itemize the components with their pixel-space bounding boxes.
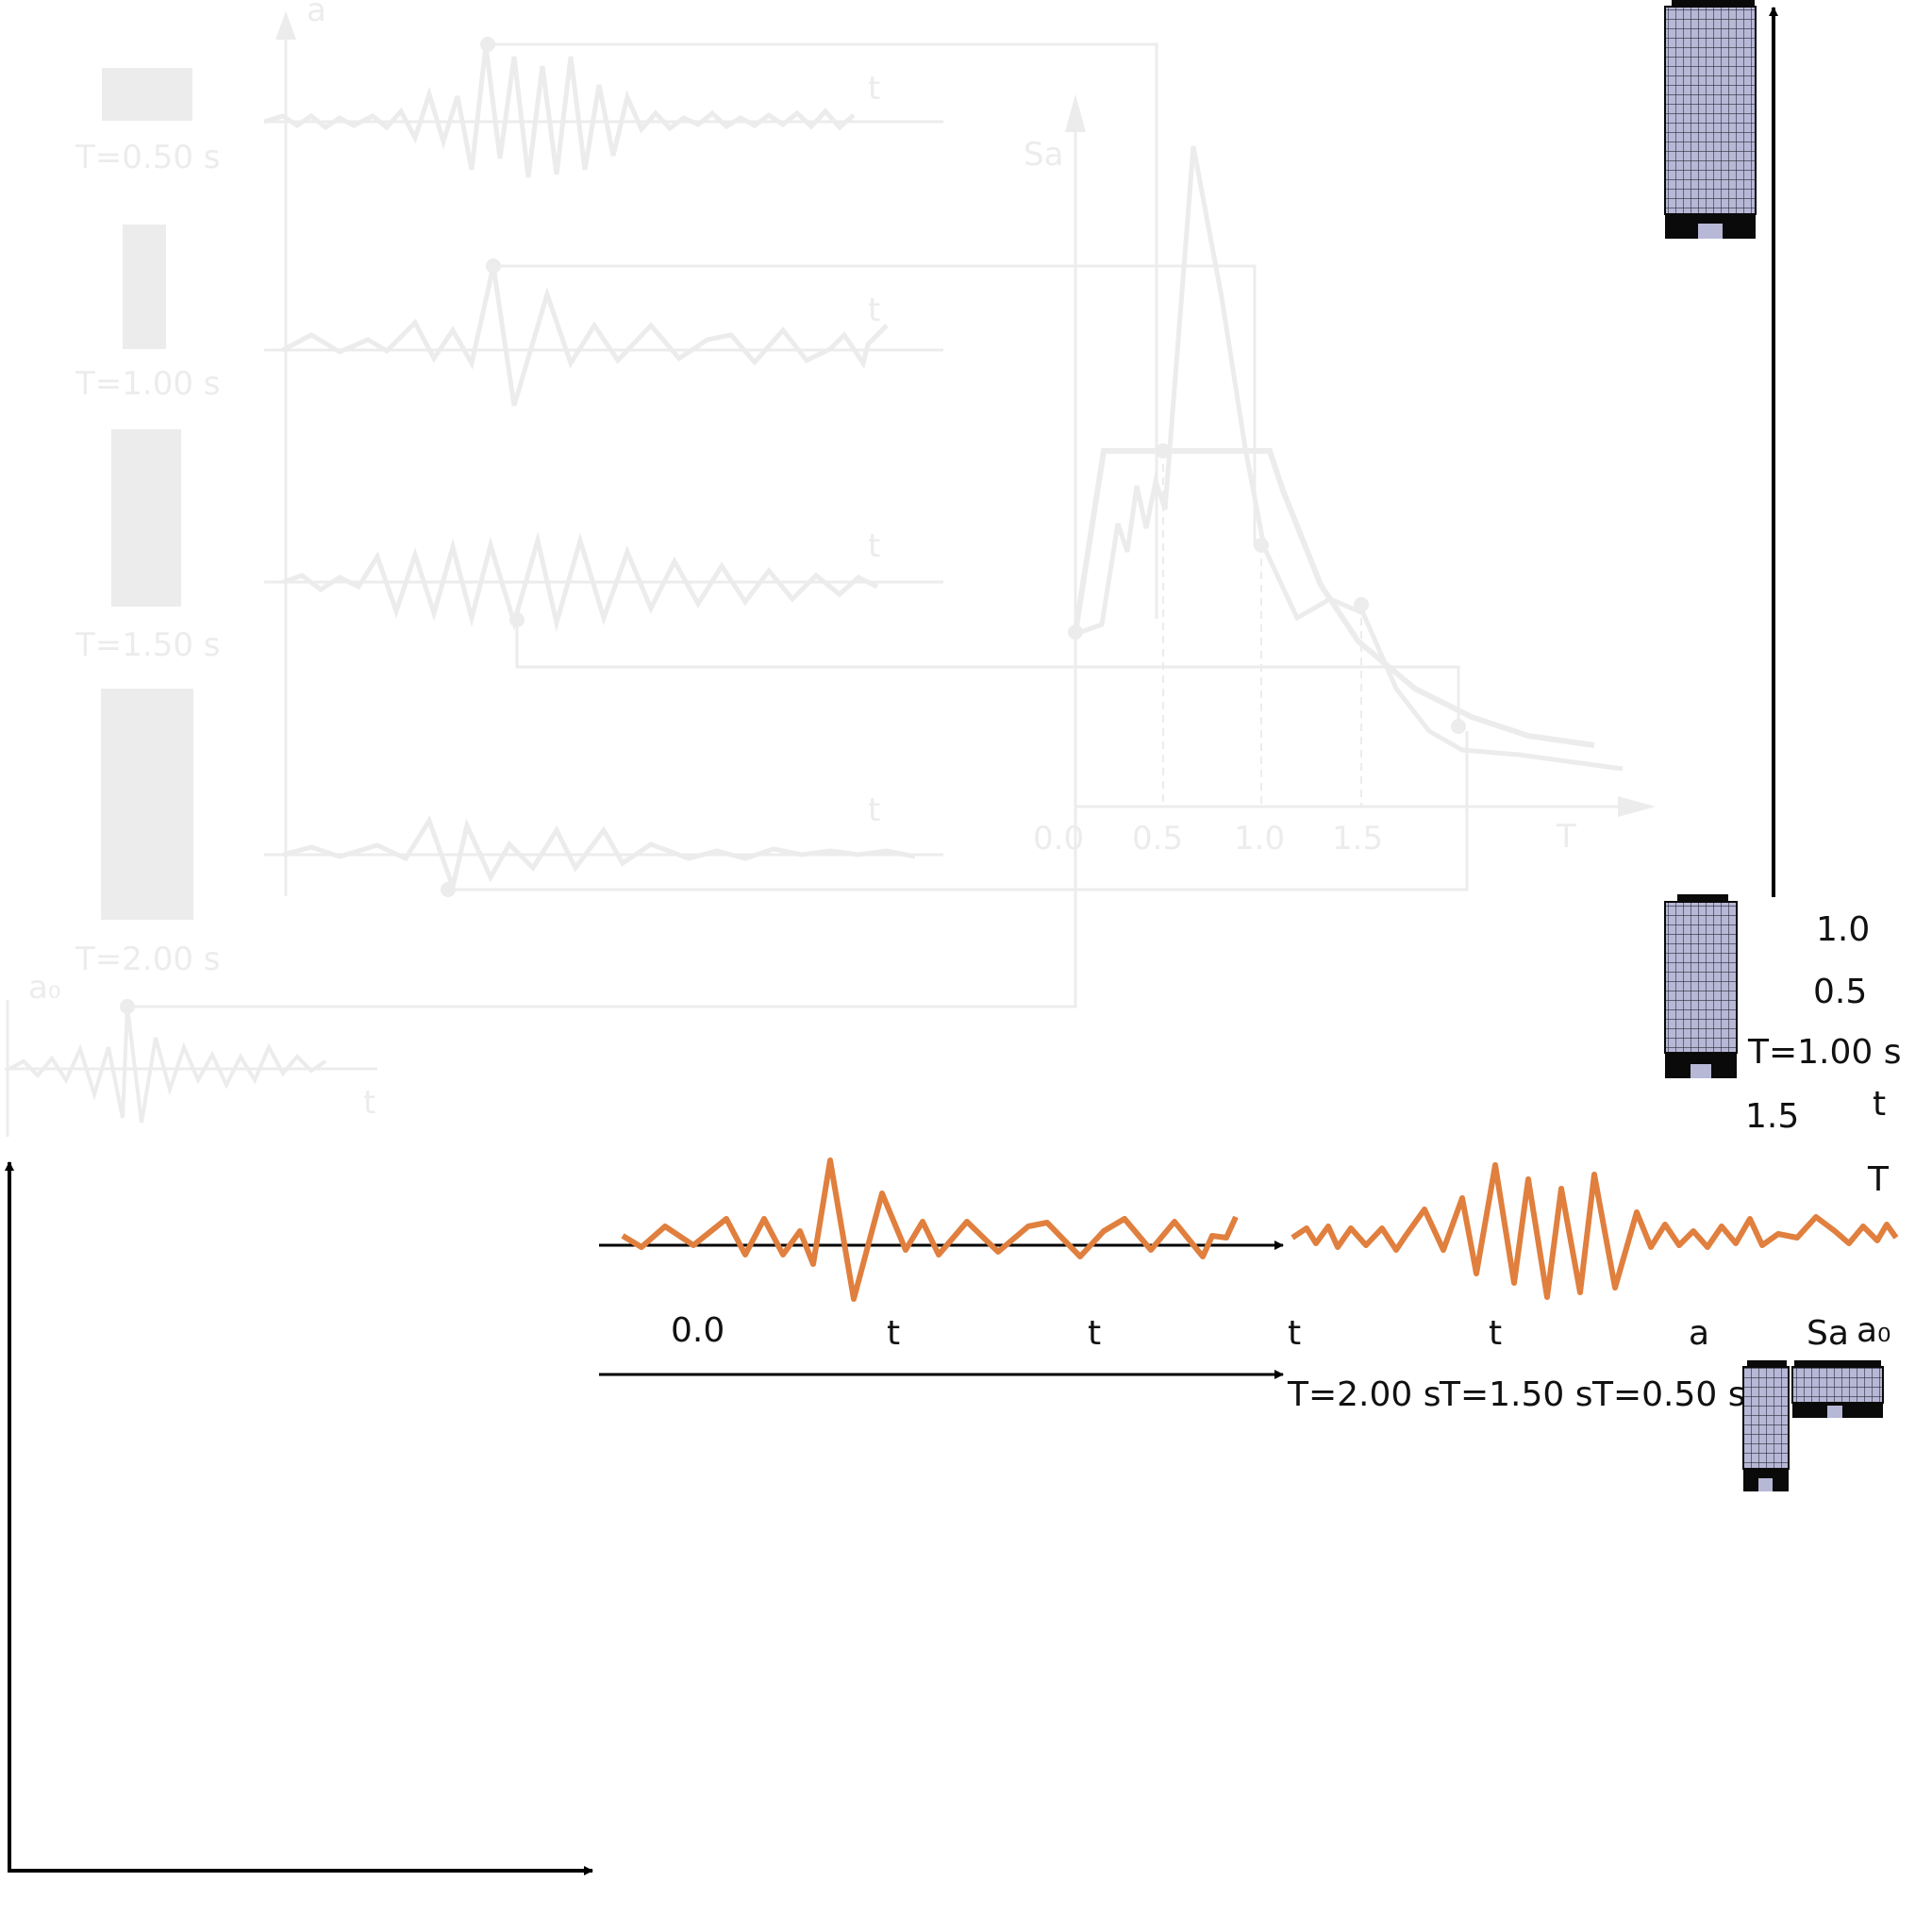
ghost-projection-3 <box>515 620 1460 726</box>
ghost-time-label-1: t <box>868 70 880 108</box>
ghost-spectrum-point-1 <box>1068 625 1083 640</box>
ghost-sa-axis-arrow <box>1065 94 1086 132</box>
ghost-design-spectrum <box>1073 448 1595 748</box>
t-label-right: t <box>1873 1085 1886 1124</box>
row-label-t4: t <box>1489 1314 1502 1353</box>
tick-label-1-5: 1.5 <box>1745 1097 1799 1136</box>
ghost-response-spectrum <box>1074 145 1624 772</box>
row-label-a: a <box>1689 1314 1709 1353</box>
ghost-ground-label: a₀ <box>28 969 60 1007</box>
ghost-tick-1-5: 1.5 <box>1332 820 1383 858</box>
period-label-1-00: T=1.00 s <box>1747 1033 1902 1072</box>
tick-label-0-5: 0.5 <box>1813 973 1867 1011</box>
ghost-time-label-4: t <box>868 791 880 829</box>
ghost-trace-2 <box>281 265 889 407</box>
building-icon <box>1664 0 1757 239</box>
ghost-sa-label: Sa <box>1024 136 1063 174</box>
ghost-period-label-4: T=2.00 s <box>75 941 220 978</box>
ghost-trace-4 <box>282 815 916 895</box>
ghost-projection-1 <box>488 42 1158 619</box>
ghost-T-label: T <box>1556 818 1576 856</box>
orange-trace-left <box>621 1158 1239 1302</box>
ghost-trace-3 <box>282 531 879 632</box>
ghost-tick-0-0: 0.0 <box>1033 820 1084 858</box>
ghost-period-axis-arrow <box>1618 796 1656 817</box>
orange-trace-right <box>1291 1162 1899 1300</box>
period-label-2-00: T=2.00 s <box>1287 1375 1441 1414</box>
row-label-t2: t <box>1088 1314 1101 1353</box>
ghost-acc-axis-arrow <box>275 11 296 40</box>
building-icon <box>1664 894 1738 1078</box>
ghost-period-label-3: T=1.50 s <box>75 626 220 664</box>
row-label-0-0: 0.0 <box>671 1311 724 1350</box>
ghost-projection-4 <box>448 731 1469 891</box>
ghost-tick-1-0: 1.0 <box>1234 820 1285 858</box>
row-label-t1: t <box>887 1314 900 1353</box>
ghost-text-group: a t t t t t T=0.50 s T=1.00 s T=1.50 s T… <box>28 0 1576 1122</box>
row-label-t3: t <box>1288 1314 1301 1353</box>
ghost-ground-projection <box>127 660 1077 1008</box>
building-icon <box>1791 1360 1884 1418</box>
label-group: 1.0 0.5 T=1.00 s t 1.5 T 0.0 t t t t a S… <box>671 910 1902 1414</box>
period-label-0-50: T=0.50 s <box>1591 1375 1746 1414</box>
tick-label-1-0: 1.0 <box>1816 910 1870 949</box>
T-axis-label: T <box>1867 1160 1890 1199</box>
ghost-building-3 <box>111 429 181 607</box>
ghost-period-label-1: T=0.50 s <box>75 139 220 176</box>
row-label-a0: a₀ <box>1857 1311 1891 1350</box>
ghost-spectrum-point-5 <box>1451 719 1466 734</box>
ghost-ground-motion <box>8 1006 327 1124</box>
ghost-tick-0-5: 0.5 <box>1132 820 1183 858</box>
ghost-building-1 <box>102 68 192 121</box>
period-label-1-50: T=1.50 s <box>1439 1375 1593 1414</box>
building-icon <box>1742 1360 1790 1491</box>
ghost-building-2 <box>123 225 166 349</box>
ghost-period-label-2: T=1.00 s <box>75 365 220 403</box>
ghost-panel <box>5 11 1656 1137</box>
ghost-time-label-3: t <box>868 527 880 565</box>
ghost-time-label-2: t <box>868 291 880 329</box>
ghost-building-4 <box>101 689 193 920</box>
ghost-time-label-5: t <box>363 1084 375 1122</box>
ghost-trace-1 <box>263 44 856 178</box>
ghost-acc-label: a <box>307 0 326 29</box>
row-label-Sa: Sa <box>1807 1314 1849 1353</box>
